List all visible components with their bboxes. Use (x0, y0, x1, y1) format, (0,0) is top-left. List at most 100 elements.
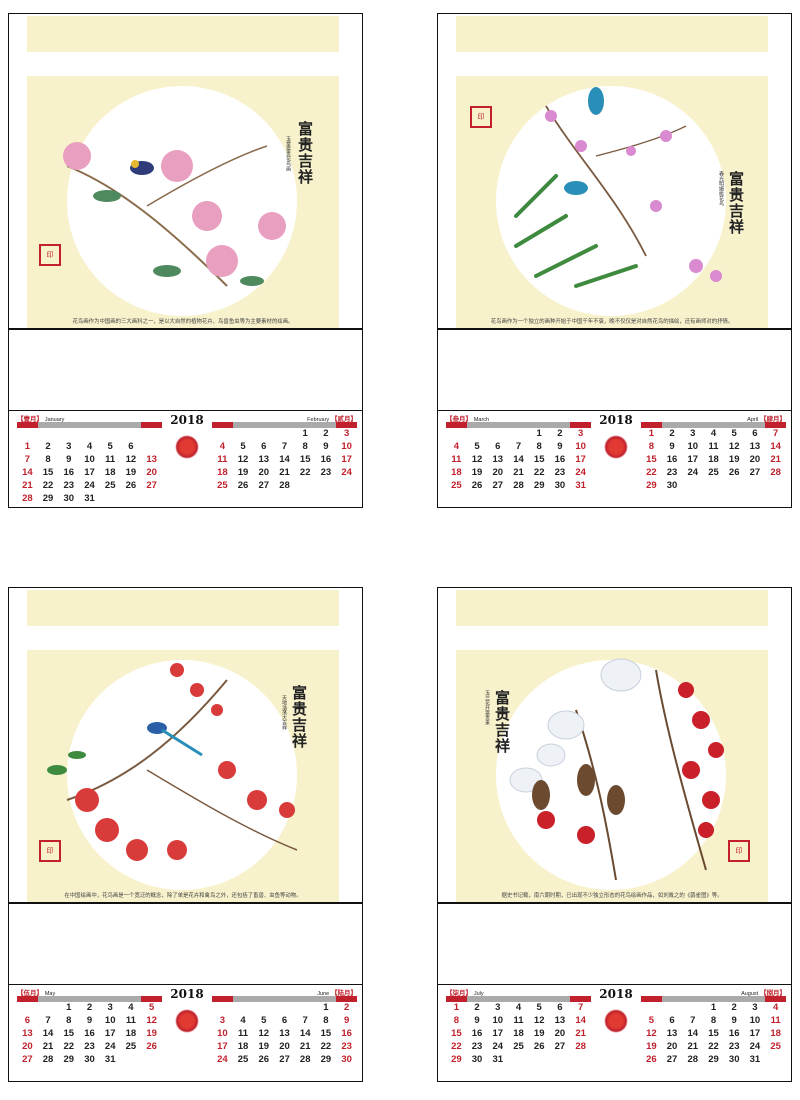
day-cell: 15 (451, 1028, 462, 1039)
day-cell: 20 (492, 467, 504, 478)
day-cell: 4 (515, 1002, 522, 1013)
divider (9, 328, 362, 330)
day-cell: 13 (279, 1028, 290, 1039)
day-cell: 11 (451, 454, 462, 465)
top-band (456, 16, 768, 52)
day-cell: 11 (217, 454, 228, 465)
day-cell: 28 (22, 493, 33, 504)
day-cell: 21 (575, 1028, 586, 1039)
day-cell: 3 (752, 1002, 758, 1013)
page-title: 富贵吉祥 (493, 690, 511, 754)
weekday-bar (17, 996, 162, 1002)
top-band (27, 590, 339, 626)
page-subtitle: 春光明媚桃花鸟 (718, 171, 724, 206)
day-cell: 16 (63, 467, 75, 478)
day-cell: 1 (323, 1002, 329, 1013)
day-cell: 13 (22, 1028, 33, 1039)
day-cell: 22 (320, 1041, 332, 1052)
day-cell (121, 494, 142, 507)
day-cell: 21 (687, 1041, 699, 1052)
day-cell: 28 (770, 467, 781, 478)
day-cell: 25 (451, 480, 462, 491)
day-cell: 11 (708, 441, 719, 452)
day-cell: 24 (84, 480, 95, 491)
day-cell: 16 (554, 454, 566, 465)
day-cell: 24 (575, 467, 586, 478)
day-cell: 22 (533, 467, 545, 478)
day-cell: 2 (45, 441, 51, 452)
day-cell: 21 (299, 1041, 311, 1052)
year-block: 2018 (593, 413, 639, 459)
day-cell: 3 (343, 428, 350, 439)
day-cell: 19 (646, 1041, 657, 1052)
day-cell: 18 (125, 1028, 137, 1039)
day-cell: 29 (63, 1054, 75, 1065)
day-cell: 8 (648, 441, 654, 452)
day-cell: 14 (299, 1028, 311, 1039)
day-cell: 6 (495, 441, 501, 452)
art-panel: 富贵吉祥 天地浩荡大吉祥 印 在中国绘画中，花鸟画是一个宽泛的概念，除了单是花卉… (27, 650, 339, 902)
year-block: 2018 (164, 413, 210, 459)
day-cell: 3 (690, 428, 696, 439)
day-cell: 25 (217, 480, 228, 491)
day-cell: 27 (258, 480, 270, 491)
day-cell: 30 (666, 480, 678, 491)
day-cell: 24 (687, 467, 699, 478)
day-cell: 29 (451, 1054, 462, 1065)
day-cell: 8 (710, 1015, 717, 1026)
day-cell: 23 (84, 1041, 95, 1052)
day-cell: 8 (302, 441, 308, 452)
day-cell: 11 (125, 1015, 136, 1026)
day-cell: 13 (258, 454, 270, 465)
day-cell: 17 (84, 467, 95, 478)
day-cell (336, 481, 357, 494)
red-flower-icon (175, 435, 199, 459)
month-cn: 【壹月】 (17, 415, 43, 423)
day-cell: 22 (451, 1041, 462, 1052)
day-cell: 24 (104, 1041, 116, 1052)
day-cell: 22 (63, 1041, 75, 1052)
day-cell (765, 1055, 786, 1068)
day-cell: 17 (104, 1028, 116, 1039)
day-cell: 20 (666, 1041, 678, 1052)
day-cell: 26 (533, 1041, 545, 1052)
calendar-page-3: 富贵吉祥 天地浩荡大吉祥 印 在中国绘画中，花鸟画是一个宽泛的概念，除了单是花卉… (8, 587, 363, 1082)
day-cell: 3 (107, 1002, 113, 1013)
day-cell: 9 (323, 441, 329, 452)
day-cell: 27 (22, 1054, 33, 1065)
day-cell: 14 (770, 441, 781, 452)
day-cell: 2 (343, 1002, 350, 1013)
day-cell: 23 (63, 480, 75, 491)
day-cell: 16 (471, 1028, 483, 1039)
art-panel: 富贵吉祥 玉堂富贵花鸟画 印 花鸟画作为中国画的三大画科之一，是以大自然的植物花… (27, 76, 339, 328)
day-cell: 6 (261, 441, 267, 452)
day-cell: 3 (219, 1015, 225, 1026)
painting-circle (496, 86, 726, 316)
day-cell: 8 (323, 1015, 329, 1026)
day-cell: 20 (279, 1041, 290, 1052)
day-cell: 15 (63, 1028, 75, 1039)
day-cell: 29 (708, 1054, 719, 1065)
day-cell: 10 (492, 1015, 504, 1026)
painting-caption: 在中国绘画中，花鸟画是一个宽泛的概念，除了单是花卉和禽鸟之外，还包括了畜兽、虫鱼… (64, 893, 302, 899)
weekday-bar (446, 996, 591, 1002)
day-cell: 21 (513, 467, 524, 478)
day-cell: 26 (125, 480, 137, 491)
day-cell: 22 (42, 480, 54, 491)
day-cell: 29 (320, 1054, 332, 1065)
month-right: June 【陆月】 1 2 3 4 5 6 7 8 9 10 11 12 13 14 15 16 17 18 19 2… (212, 987, 357, 1068)
weekday-bar (641, 422, 786, 428)
day-cell: 19 (471, 467, 483, 478)
day-cell: 28 (687, 1054, 699, 1065)
day-cell: 18 (513, 1028, 524, 1039)
day-cell: 30 (63, 493, 75, 504)
divider (9, 902, 362, 904)
day-cell: 25 (513, 1041, 524, 1052)
painting-caption: 花鸟画作为中国画的三大画科之一，是以大自然的植物花卉、鸟兽鱼虫等为主要素材的绘画… (72, 319, 294, 325)
day-cell: 23 (666, 467, 678, 478)
day-cell: 27 (146, 480, 157, 491)
day-cell: 28 (575, 1041, 586, 1052)
painting-caption: 花鸟画作为一个独立的画种开始于中国千年不衰，晚不仅仅是对自然花鸟的描绘，还有画师… (490, 319, 734, 325)
day-cell: 5 (148, 1002, 155, 1013)
day-cell: 19 (258, 1041, 270, 1052)
